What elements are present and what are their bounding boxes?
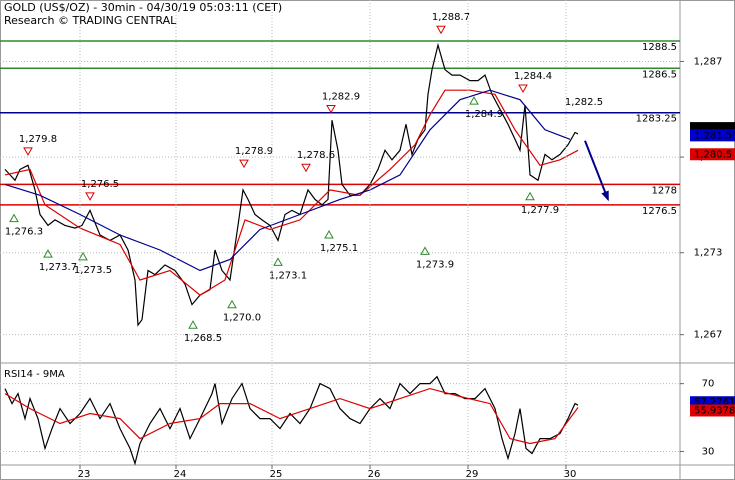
annotation-label: 1,282.9 [322,91,360,102]
series-line [4,375,579,466]
y-tick-label: 1,273 [694,248,723,259]
low-marker [420,246,430,255]
chart-title: GOLD (US$/OZ) - 30min - 04/30/19 05:03:1… [4,1,282,14]
annotation-label: 1,270.0 [223,313,261,324]
annotation-label: 1,278.6 [297,150,335,161]
annotation-label: 1,277.9 [521,205,559,216]
annotation-label: 1,268.5 [184,333,222,344]
x-tick-label: 30 [564,469,577,480]
low-marker [324,230,334,239]
arrow-head [601,190,609,202]
annotation-label: 1,278.9 [235,146,273,157]
projection-arrow [584,140,609,200]
high-marker [85,192,95,201]
annotation-label: 1,273.9 [416,259,454,270]
price-tag-label: 1,281.59 [694,130,735,141]
level-label: 1276.5 [642,206,677,217]
x-tick-label: 24 [174,469,187,480]
y-tick-label: 1,267 [694,330,723,341]
annotation-label: 1,273.1 [269,270,307,281]
level-label: 1283.25 [636,114,677,125]
level-label: 1286.5 [642,69,677,80]
low-marker [9,213,19,223]
price-tag [690,404,735,417]
x-tick-label: 23 [78,469,91,480]
high-marker [301,163,311,173]
annotation-label: 1,273.7 [39,262,77,273]
high-marker [239,159,249,169]
level-label: 1288.5 [642,42,677,53]
low-marker [43,249,53,258]
high-marker [23,147,33,156]
y-tick-label: 70 [702,379,715,390]
high-marker [326,104,336,114]
x-tick-label: 29 [466,469,479,480]
annotation-label: 1,273.5 [74,265,112,276]
annotation-label: 1,275.1 [320,243,358,254]
annotation-label: 1,288.7 [432,12,470,23]
series-line [4,89,571,272]
low-marker [525,191,535,201]
price-tag [690,148,735,161]
low-marker [188,320,198,329]
annotation-label: 1,279.8 [19,134,57,145]
annotation-label: 1,284.4 [514,71,552,82]
y-tick-label: 1,287 [694,56,723,67]
high-marker [436,25,446,35]
series-line [4,387,579,445]
annotation-label: 1,276.3 [5,227,43,238]
low-marker [469,96,479,105]
low-marker [78,251,88,261]
price-tag-label: 57.2761 [694,397,735,408]
panel-title: RSI14 - 9MA [4,369,65,380]
annotation-label: 1,282.5 [565,97,603,108]
annotation-label: 1,284.9 [465,109,503,120]
price-tag-label: 1,281.83 [694,123,735,134]
chart-subtitle: Research © TRADING CENTRAL [4,14,177,27]
annotation-label: 1,276.5 [81,179,119,190]
series-line [4,42,579,327]
x-tick-label: 26 [368,469,381,480]
series-line [4,89,579,296]
price-tag [690,129,735,142]
level-label: 1278 [652,185,677,196]
high-marker [518,84,528,93]
price-tag-label: 55.9378 [694,405,735,416]
low-marker [227,299,237,309]
y-tick-label: 30 [702,446,715,457]
price-tag-label: 1,280.5 [694,149,732,160]
x-tick-label: 25 [270,469,283,480]
low-marker [273,257,283,266]
